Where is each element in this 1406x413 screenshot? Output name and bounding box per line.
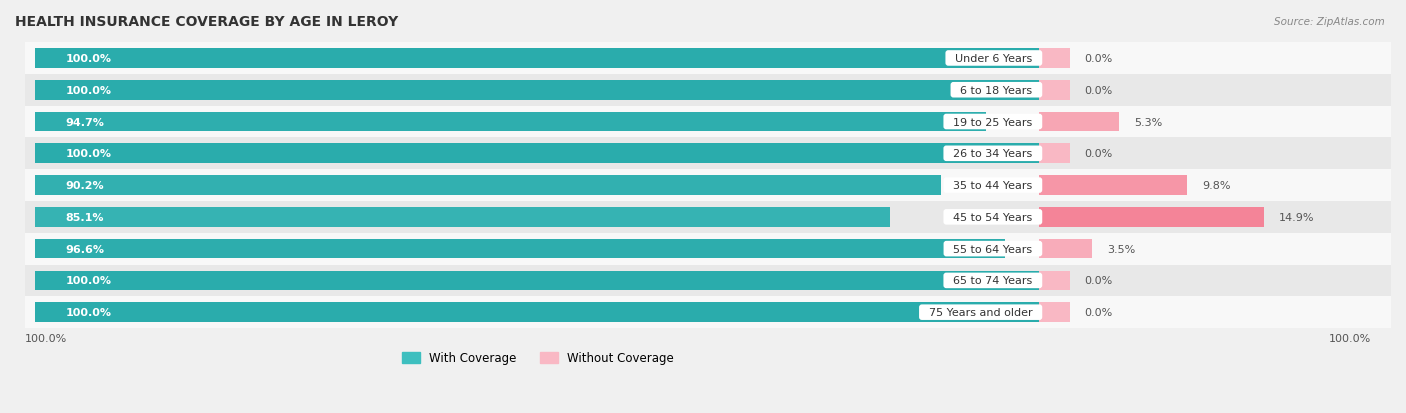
Text: 19 to 25 Years: 19 to 25 Years [946,117,1039,127]
Text: 96.6%: 96.6% [65,244,104,254]
Bar [25,202,1400,233]
Bar [35,176,941,195]
Text: 100.0%: 100.0% [65,54,111,64]
Text: Under 6 Years: Under 6 Years [948,54,1039,64]
Legend: With Coverage, Without Coverage: With Coverage, Without Coverage [396,347,679,369]
Text: 9.8%: 9.8% [1202,180,1230,191]
Bar [1039,207,1264,227]
Text: 100.0%: 100.0% [1329,333,1371,343]
Text: 85.1%: 85.1% [65,212,104,222]
Bar [25,233,1400,265]
Bar [25,75,1400,107]
Bar [1039,303,1070,322]
Text: 65 to 74 Years: 65 to 74 Years [946,276,1039,286]
Text: 6 to 18 Years: 6 to 18 Years [953,85,1039,95]
Text: 75 Years and older: 75 Years and older [922,307,1039,318]
Bar [35,144,1039,164]
Bar [1039,271,1070,291]
Text: 55 to 64 Years: 55 to 64 Years [946,244,1039,254]
Text: 26 to 34 Years: 26 to 34 Years [946,149,1039,159]
Bar [1039,49,1070,69]
Bar [1039,176,1187,195]
Bar [35,271,1039,291]
Text: 35 to 44 Years: 35 to 44 Years [946,180,1039,191]
Bar [25,170,1400,202]
Bar [25,138,1400,170]
Text: 0.0%: 0.0% [1084,307,1114,318]
Text: 100.0%: 100.0% [65,85,111,95]
Bar [1039,81,1070,100]
Text: 3.5%: 3.5% [1108,244,1136,254]
Bar [35,303,1039,322]
Bar [35,239,1005,259]
Text: Source: ZipAtlas.com: Source: ZipAtlas.com [1274,17,1385,26]
Text: 94.7%: 94.7% [65,117,104,127]
Text: 0.0%: 0.0% [1084,149,1114,159]
Text: 5.3%: 5.3% [1135,117,1163,127]
Text: 100.0%: 100.0% [65,307,111,318]
Bar [25,43,1400,75]
Bar [35,49,1039,69]
Text: 90.2%: 90.2% [65,180,104,191]
Text: 100.0%: 100.0% [65,149,111,159]
Text: 100.0%: 100.0% [25,333,67,343]
Bar [35,81,1039,100]
Bar [1039,144,1070,164]
Bar [1039,239,1092,259]
Text: 0.0%: 0.0% [1084,85,1114,95]
Bar [1039,112,1119,132]
Text: 14.9%: 14.9% [1279,212,1315,222]
Bar [25,297,1400,328]
Bar [35,112,986,132]
Bar [35,207,890,227]
Text: 100.0%: 100.0% [65,276,111,286]
Bar [25,107,1400,138]
Text: 45 to 54 Years: 45 to 54 Years [946,212,1039,222]
Text: 0.0%: 0.0% [1084,276,1114,286]
Text: HEALTH INSURANCE COVERAGE BY AGE IN LEROY: HEALTH INSURANCE COVERAGE BY AGE IN LERO… [15,15,398,29]
Bar [25,265,1400,297]
Text: 0.0%: 0.0% [1084,54,1114,64]
